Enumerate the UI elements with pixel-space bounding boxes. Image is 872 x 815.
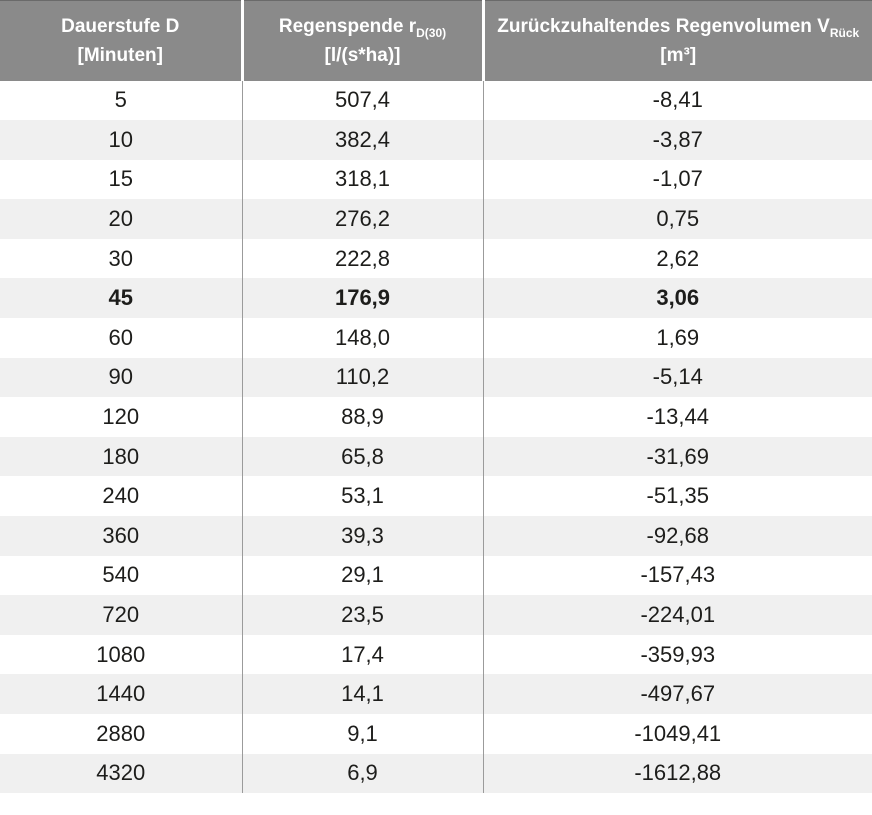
table-row: 20 276,2 0,75 [0, 199, 872, 239]
table-body: 5 507,4 -8,41 10 382,4 -3,87 15 318,1 -1… [0, 80, 872, 794]
header-line-unit: [m³] [660, 44, 697, 66]
cell-regenvolumen: -359,93 [482, 634, 872, 675]
cell-regenspende: 88,9 [241, 397, 483, 437]
cell-regenvolumen: -92,68 [482, 516, 872, 556]
table-row: 720 23,5 -224,01 [0, 595, 872, 635]
cell-dauerstufe: 2880 [96, 720, 146, 746]
table-row: 30 222,8 2,62 [0, 238, 872, 279]
cell-dauerstufe: 240 [102, 483, 140, 509]
cell-regenvolumen: -5,14 [482, 357, 872, 398]
cell-dauerstufe: 45 [108, 285, 133, 311]
cell-regenvolumen: -1,07 [482, 159, 872, 200]
cell-regenvolumen: -8,41 [482, 80, 872, 121]
table-header: Dauerstufe D [Minuten] Regenspende rD(30… [0, 0, 872, 81]
cell-dauerstufe: 90 [108, 364, 133, 390]
table-row: 2880 9,1 -1049,41 [0, 714, 872, 754]
cell-regenvolumen: -31,69 [482, 436, 872, 477]
table-row: 120 88,9 -13,44 [0, 397, 872, 437]
cell-dauerstufe: 720 [102, 602, 140, 628]
table-row: 5 507,4 -8,41 [0, 80, 872, 121]
table-row: 60 148,0 1,69 [0, 318, 872, 358]
cell-dauerstufe: 360 [102, 522, 140, 548]
cell-regenvolumen: -1612,88 [482, 753, 872, 794]
cell-regenspende: 222,8 [241, 238, 483, 279]
cell-regenspende: 318,1 [241, 159, 483, 200]
cell-regenvolumen: -497,67 [482, 674, 872, 714]
header-line-unit: [Minuten] [77, 44, 163, 66]
cell-dauerstufe: 5 [114, 87, 127, 113]
header-subscript: Rück [829, 25, 860, 40]
cell-regenspende: 507,4 [241, 80, 483, 121]
table-row: 240 53,1 -51,35 [0, 476, 872, 517]
table-row: 15 318,1 -1,07 [0, 159, 872, 200]
cell-regenspende: 9,1 [241, 714, 483, 754]
table-row: 1440 14,1 -497,67 [0, 674, 872, 714]
cell-regenspende: 148,0 [241, 318, 483, 358]
cell-regenspende: 14,1 [241, 674, 483, 714]
col-header-regenvolumen: Zurückzuhaltendes Regenvolumen VRück [m³… [481, 0, 872, 81]
rain-volume-table: Dauerstufe D [Minuten] Regenspende rD(30… [0, 0, 872, 794]
col-header-regenspende: Regenspende rD(30) [l/(s*ha)] [240, 0, 483, 81]
header-subscript: D(30) [416, 25, 447, 40]
cell-regenvolumen: 1,69 [482, 318, 872, 358]
header-line-title: Zurückzuhaltendes Regenvolumen VRück [489, 12, 869, 41]
cell-dauerstufe: 30 [108, 245, 133, 271]
cell-regenvolumen: 3,06 [482, 278, 872, 319]
cell-dauerstufe: 540 [102, 562, 140, 588]
table-header-row: Dauerstufe D [Minuten] Regenspende rD(30… [0, 0, 872, 81]
table-row: 10 382,4 -3,87 [0, 120, 872, 160]
cell-regenvolumen: 2,62 [482, 238, 872, 279]
cell-regenvolumen: -51,35 [482, 476, 872, 517]
table-row: 4320 6,9 -1612,88 [0, 753, 872, 794]
cell-regenspende: 39,3 [241, 516, 483, 556]
cell-regenvolumen: -157,43 [482, 555, 872, 596]
header-title-text: Zurückzuhaltendes Regenvolumen V [497, 15, 830, 37]
cell-regenspende: 23,5 [241, 595, 483, 635]
table-row: 180 65,8 -31,69 [0, 436, 872, 477]
cell-regenspende: 29,1 [241, 555, 483, 596]
header-title-text: Regenspende r [278, 15, 417, 37]
header-line-title: Dauerstufe D [61, 15, 180, 37]
table-row: 540 29,1 -157,43 [0, 555, 872, 596]
cell-regenspende: 17,4 [241, 634, 483, 675]
cell-regenvolumen: -3,87 [482, 120, 872, 160]
cell-dauerstufe: 180 [102, 443, 140, 469]
col-header-dauerstufe: Dauerstufe D [Minuten] [0, 0, 242, 81]
cell-regenvolumen: 0,75 [482, 199, 872, 239]
cell-regenvolumen: -13,44 [482, 397, 872, 437]
cell-dauerstufe: 10 [108, 126, 133, 152]
cell-dauerstufe: 1080 [96, 641, 146, 667]
cell-regenspende: 65,8 [241, 436, 483, 477]
cell-regenspende: 110,2 [241, 357, 483, 398]
cell-dauerstufe: 1440 [96, 681, 146, 707]
table-row: 360 39,3 -92,68 [0, 516, 872, 556]
cell-regenvolumen: -224,01 [482, 595, 872, 635]
header-line-title: Regenspende rD(30) [248, 12, 478, 41]
cell-regenspende: 276,2 [241, 199, 483, 239]
cell-dauerstufe: 4320 [96, 760, 146, 786]
table-row: 90 110,2 -5,14 [0, 357, 872, 398]
cell-regenspende: 53,1 [241, 476, 483, 517]
cell-regenspende: 382,4 [241, 120, 483, 160]
header-line-unit: [l/(s*ha)] [324, 44, 401, 66]
cell-regenspende: 6,9 [241, 753, 483, 794]
cell-regenspende: 176,9 [241, 278, 483, 319]
table-row-highlighted: 45 176,9 3,06 [0, 278, 872, 319]
cell-dauerstufe: 20 [108, 206, 133, 232]
cell-dauerstufe: 60 [108, 324, 133, 350]
table-row: 1080 17,4 -359,93 [0, 634, 872, 675]
cell-dauerstufe: 120 [102, 404, 140, 430]
cell-dauerstufe: 15 [108, 166, 133, 192]
cell-regenvolumen: -1049,41 [482, 714, 872, 754]
